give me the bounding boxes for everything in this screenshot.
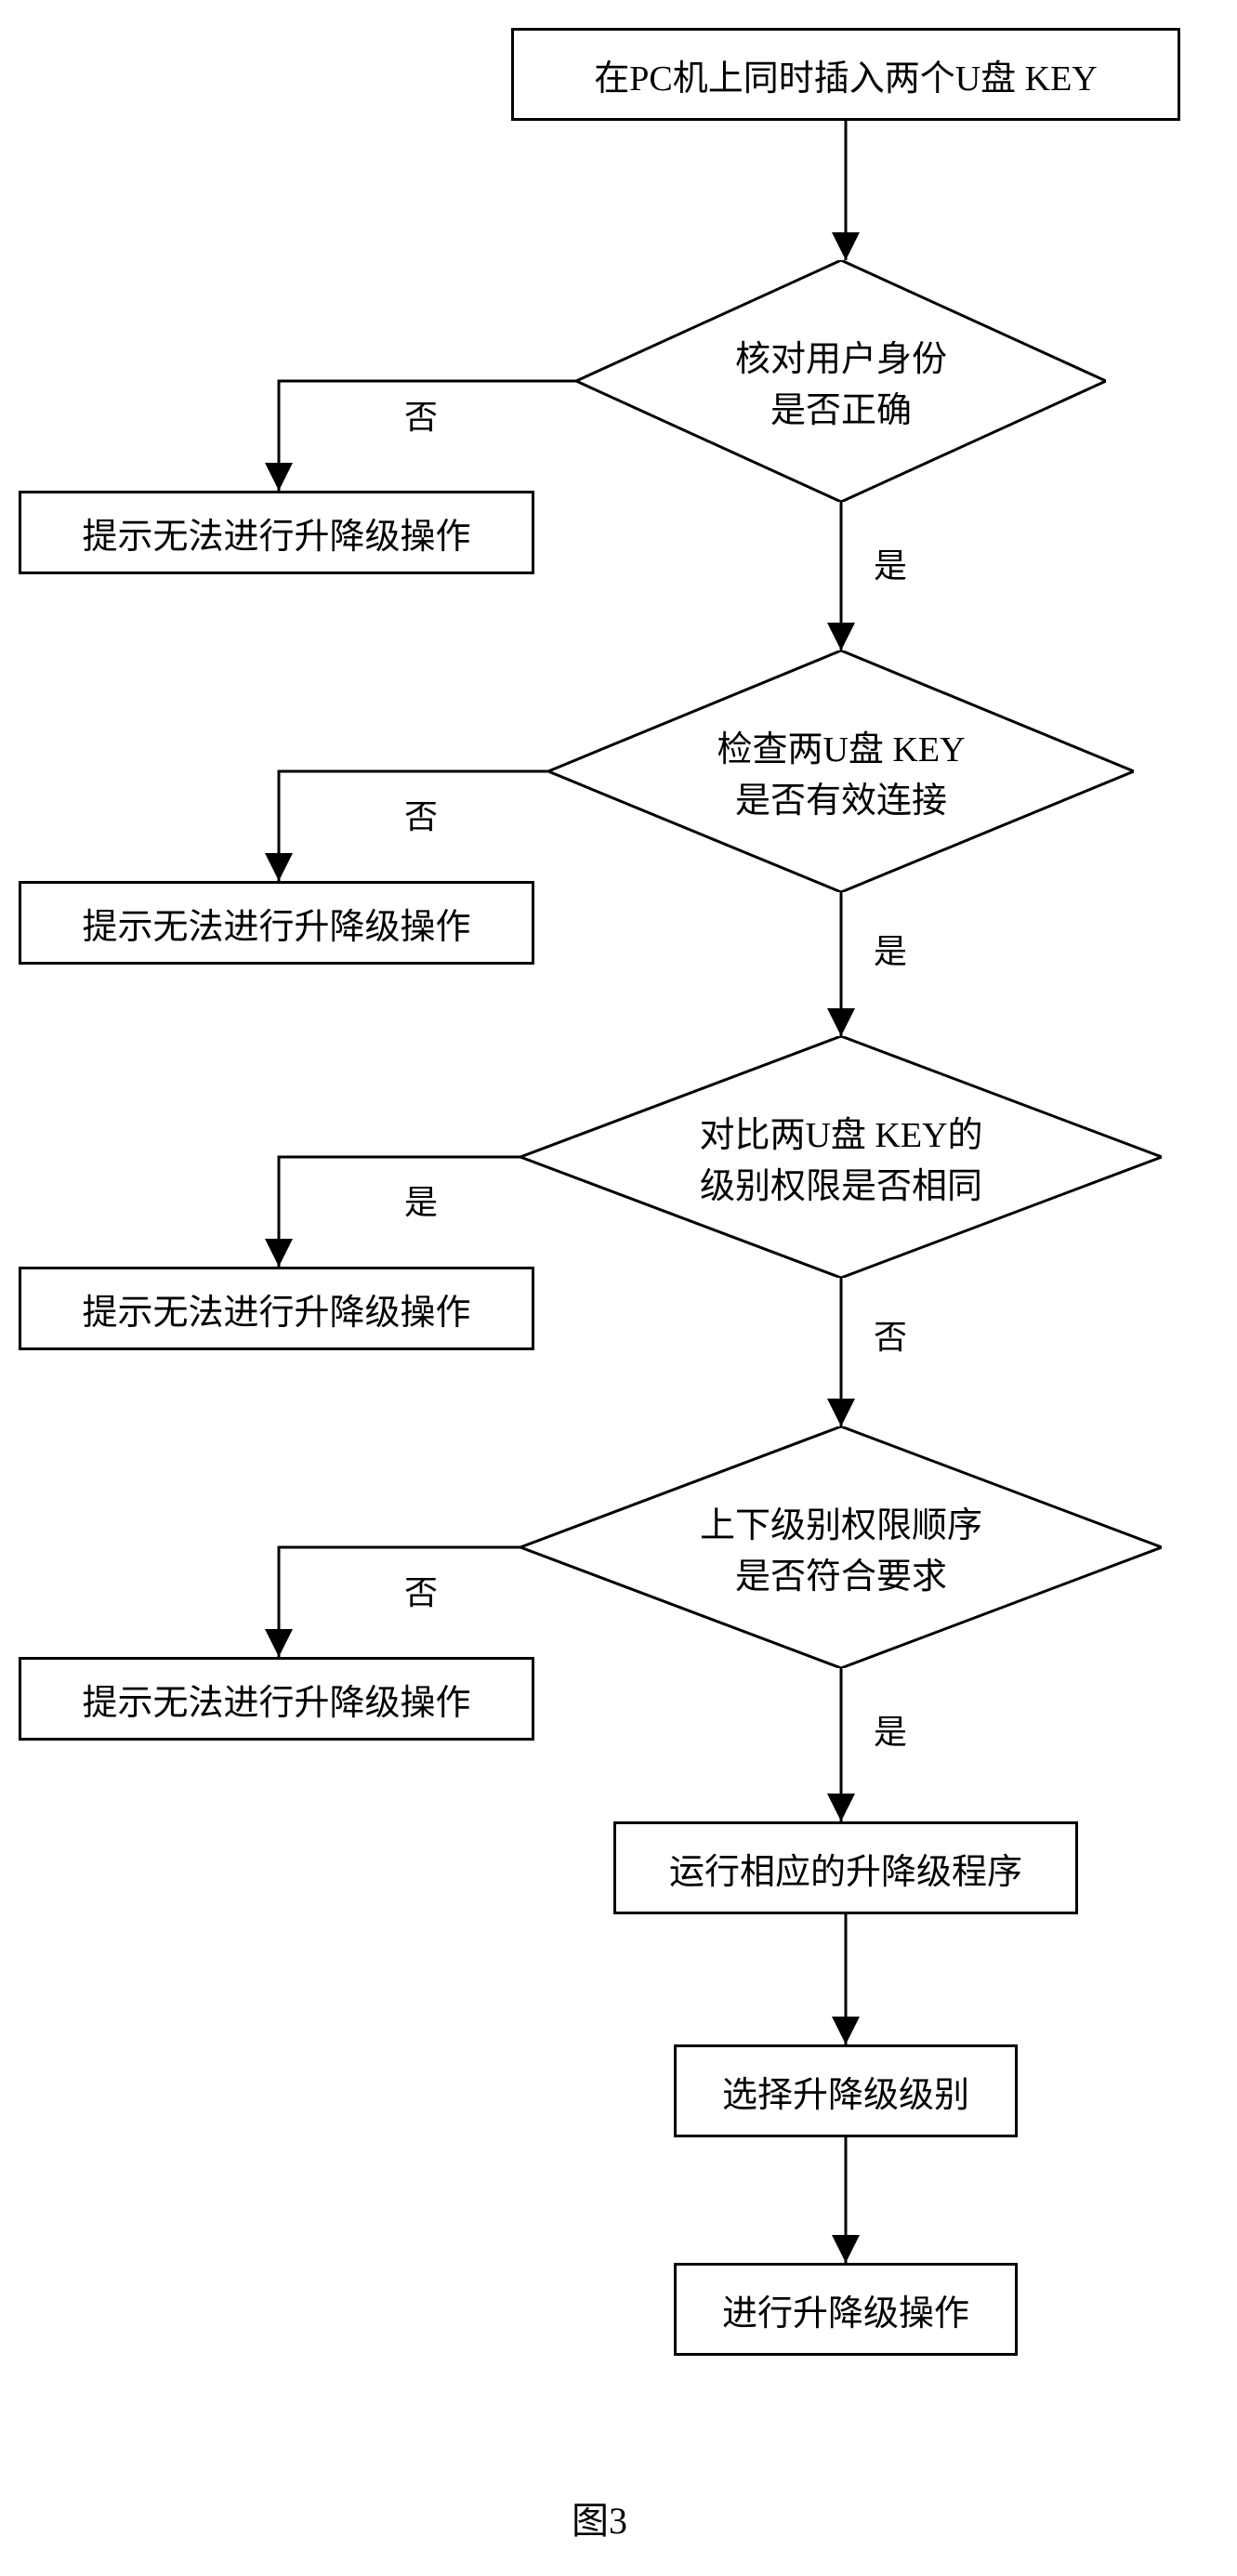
label-text: 否: [874, 1319, 907, 1356]
label-text: 是: [404, 1184, 438, 1221]
node-p1: 运行相应的升降级程序: [613, 1821, 1078, 1914]
node-p1-text: 运行相应的升降级程序: [669, 1843, 1022, 1894]
node-err3: 提示无法进行升降级操作: [19, 1267, 534, 1350]
node-d4: 上下级别权限顺序 是否符合要求: [520, 1426, 1162, 1668]
node-p3-text: 进行升降级操作: [722, 2284, 969, 2335]
label-text: 是: [874, 933, 907, 970]
node-d4-text: 上下级别权限顺序 是否符合要求: [700, 1496, 982, 1598]
figure-label: 图3: [572, 2491, 627, 2544]
node-p3: 进行升降级操作: [674, 2263, 1018, 2356]
label-d4-no: 否: [404, 1566, 438, 1614]
node-d1-text: 核对用户身份 是否正确: [735, 330, 947, 432]
node-d2: 检查两U盘 KEY 是否有效连接: [548, 651, 1134, 892]
node-start-text: 在PC机上同时插入两个U盘 KEY: [594, 49, 1098, 100]
node-d1: 核对用户身份 是否正确: [576, 260, 1106, 502]
flowchart-canvas: 在PC机上同时插入两个U盘 KEY 核对用户身份 是否正确 提示无法进行升降级操…: [0, 0, 1237, 2576]
label-text: 是: [874, 1714, 907, 1751]
label-text: 是: [874, 547, 907, 585]
node-err4-text: 提示无法进行升降级操作: [82, 1674, 470, 1725]
label-d3-yes: 是: [404, 1176, 438, 1224]
node-err1: 提示无法进行升降级操作: [19, 491, 534, 574]
node-d2-text: 检查两U盘 KEY 是否有效连接: [717, 720, 965, 822]
figure-label-text: 图3: [572, 2500, 627, 2542]
node-start: 在PC机上同时插入两个U盘 KEY: [511, 28, 1180, 121]
label-d1-yes: 是: [874, 539, 907, 587]
label-text: 否: [404, 399, 438, 436]
label-text: 否: [404, 798, 438, 835]
node-err2-text: 提示无法进行升降级操作: [82, 898, 470, 949]
label-d4-yes: 是: [874, 1705, 907, 1754]
label-d1-no: 否: [404, 390, 438, 439]
label-d2-no: 否: [404, 790, 438, 838]
label-text: 否: [404, 1574, 438, 1611]
node-err2: 提示无法进行升降级操作: [19, 881, 534, 965]
node-d3-text: 对比两U盘 KEY的 级别权限是否相同: [699, 1106, 982, 1208]
node-err4: 提示无法进行升降级操作: [19, 1657, 534, 1741]
node-err3-text: 提示无法进行升降级操作: [82, 1283, 470, 1334]
label-d2-yes: 是: [874, 925, 907, 973]
node-p2: 选择升降级级别: [674, 2044, 1018, 2137]
label-d3-no: 否: [874, 1310, 907, 1359]
node-d3: 对比两U盘 KEY的 级别权限是否相同: [520, 1036, 1162, 1278]
node-p2-text: 选择升降级级别: [722, 2066, 969, 2117]
node-err1-text: 提示无法进行升降级操作: [82, 507, 470, 559]
